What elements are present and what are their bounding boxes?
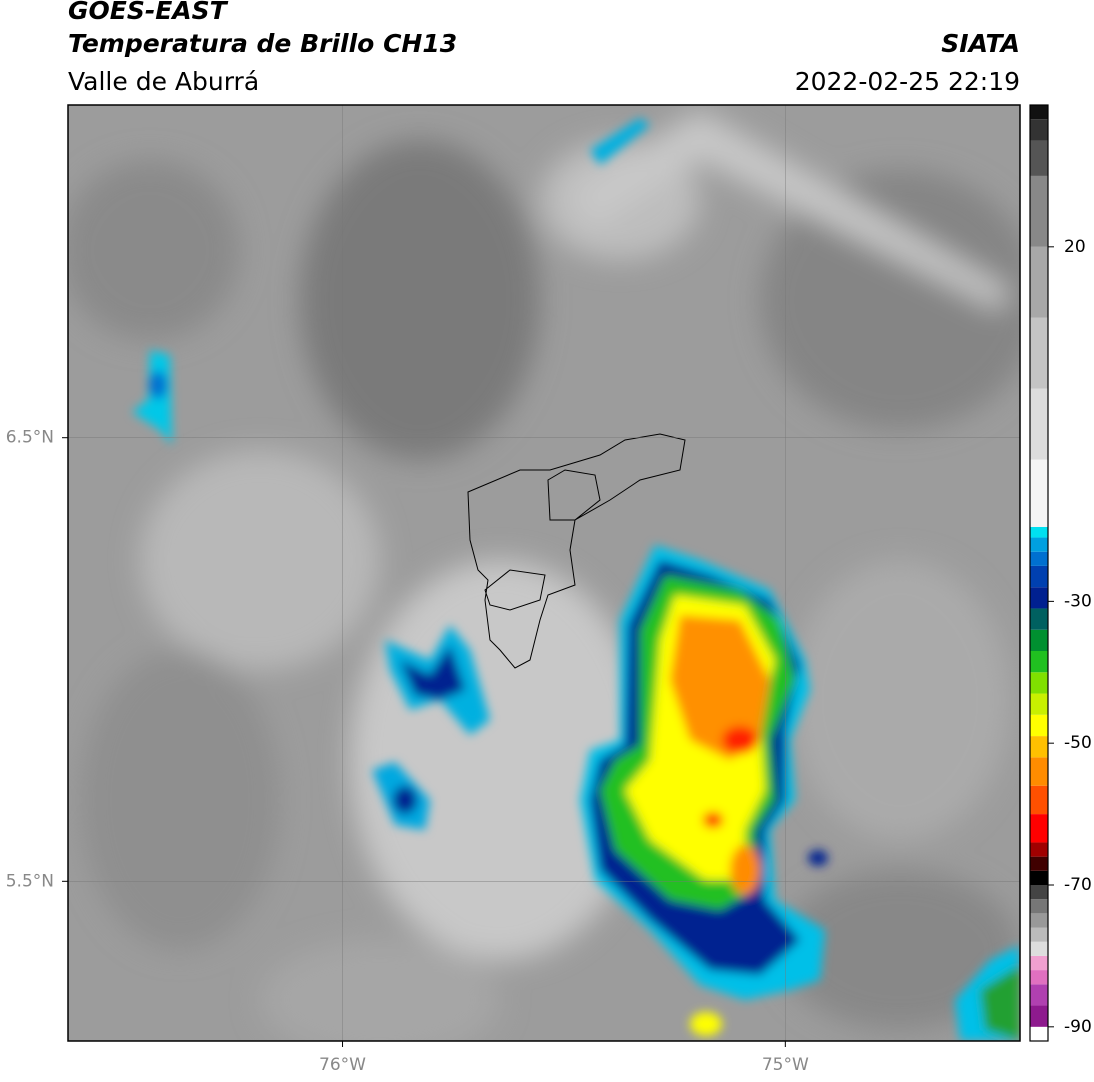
colorbar-segment bbox=[1030, 984, 1048, 1006]
subtitle: Temperatura de Brillo CH13 bbox=[68, 29, 457, 58]
region: Valle de Aburrá bbox=[68, 67, 259, 96]
colorbar-tick-label: 20 bbox=[1064, 237, 1086, 257]
colorbar-segment bbox=[1030, 856, 1048, 871]
colorbar-segment bbox=[1030, 565, 1048, 588]
map-frame bbox=[67, 104, 1021, 1042]
colorbar-segment bbox=[1030, 388, 1048, 460]
colorbar-segment bbox=[1030, 459, 1048, 527]
colorbar-segment bbox=[1030, 913, 1048, 928]
y-tick-label: 6.5°N bbox=[6, 428, 54, 448]
colorbar-segment bbox=[1030, 970, 1048, 985]
colorbar-segment bbox=[1030, 608, 1048, 630]
x-tick-label: 75°W bbox=[762, 1055, 809, 1075]
colorbar-segment bbox=[1030, 672, 1048, 694]
datetime: 2022-02-25 22:19 bbox=[795, 67, 1020, 96]
colorbar-segment bbox=[1030, 785, 1048, 815]
colorbar-segment bbox=[1030, 736, 1048, 758]
colorbar-segment bbox=[1030, 757, 1048, 786]
satellite-image bbox=[68, 105, 1020, 1041]
colorbar-segment bbox=[1030, 317, 1048, 389]
colorbar-segment bbox=[1030, 927, 1048, 942]
colorbar-segment bbox=[1030, 714, 1048, 737]
colorbar-segment bbox=[1030, 651, 1048, 673]
colorbar-segment bbox=[1030, 526, 1048, 538]
colorbar-segment bbox=[1030, 551, 1048, 566]
colorbar-segment bbox=[1030, 870, 1048, 885]
y-tick-label: 5.5°N bbox=[6, 871, 54, 891]
colorbar-segment bbox=[1030, 587, 1048, 609]
colorbar-segment bbox=[1030, 246, 1048, 318]
colorbar-segment bbox=[1030, 175, 1048, 247]
colorbar-segment bbox=[1030, 629, 1048, 651]
x-tick-label: 76°W bbox=[319, 1055, 366, 1075]
colorbar-segment bbox=[1030, 885, 1048, 900]
colorbar-segment bbox=[1030, 814, 1048, 843]
colorbar-segment bbox=[1030, 955, 1048, 971]
title: GOES-EAST bbox=[68, 0, 229, 25]
colorbar-tick-label: -50 bbox=[1064, 733, 1092, 753]
colorbar-segment bbox=[1030, 1026, 1048, 1041]
colorbar-segment bbox=[1030, 140, 1048, 176]
colorbar-tick-label: -30 bbox=[1064, 591, 1092, 611]
colorbar-segment bbox=[1030, 537, 1048, 552]
colorbar-segment bbox=[1030, 941, 1048, 956]
colorbar-segment bbox=[1030, 1005, 1048, 1027]
colorbar-segment bbox=[1030, 105, 1048, 120]
colorbar-segment bbox=[1030, 842, 1048, 857]
colorbar-tick-label: -90 bbox=[1064, 1017, 1092, 1037]
colorbar-segment bbox=[1030, 899, 1048, 914]
municipal-boundaries bbox=[467, 433, 686, 669]
colorbar-segment bbox=[1030, 119, 1048, 141]
colorbar-frame bbox=[1029, 104, 1049, 1042]
colorbar-tick-label: -70 bbox=[1064, 875, 1092, 895]
colorbar-segment bbox=[1030, 693, 1048, 715]
source: SIATA bbox=[941, 29, 1020, 58]
